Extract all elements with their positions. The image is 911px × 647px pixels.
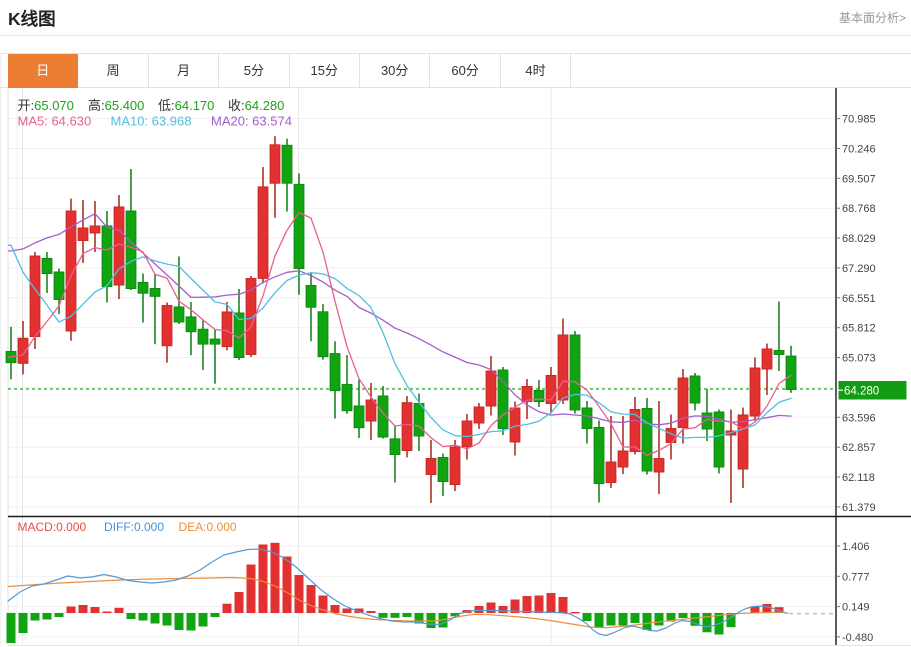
svg-text:-0.480: -0.480 [842, 632, 873, 644]
svg-text:70.246: 70.246 [842, 144, 876, 156]
svg-text:高:65.400: 高:65.400 [88, 98, 144, 113]
svg-text:63.596: 63.596 [842, 412, 876, 424]
svg-text:61.379: 61.379 [842, 502, 876, 514]
svg-text:0.149: 0.149 [842, 602, 870, 614]
svg-text:MA5: 64.630: MA5: 64.630 [18, 114, 92, 129]
svg-text:68.029: 68.029 [842, 233, 876, 245]
svg-text:开:65.070: 开:65.070 [18, 98, 74, 113]
svg-text:65.073: 65.073 [842, 353, 876, 365]
svg-text:1.406: 1.406 [842, 541, 870, 553]
svg-text:69.507: 69.507 [842, 173, 876, 185]
svg-text:MA10: 63.968: MA10: 63.968 [111, 114, 192, 129]
svg-text:低:64.170: 低:64.170 [158, 98, 214, 113]
svg-text:DIFF:0.000: DIFF:0.000 [104, 520, 164, 534]
svg-text:MACD:0.000: MACD:0.000 [18, 520, 87, 534]
svg-text:MA20: 63.574: MA20: 63.574 [211, 114, 292, 129]
svg-text:64.280: 64.280 [844, 386, 879, 398]
svg-text:70.985: 70.985 [842, 114, 876, 126]
svg-text:0.777: 0.777 [842, 571, 870, 583]
svg-text:收:64.280: 收:64.280 [228, 98, 284, 113]
svg-text:62.118: 62.118 [842, 472, 875, 484]
svg-text:68.768: 68.768 [842, 203, 876, 215]
svg-text:DEA:0.000: DEA:0.000 [179, 520, 237, 534]
svg-text:65.812: 65.812 [842, 323, 876, 335]
svg-text:66.551: 66.551 [842, 293, 876, 305]
svg-text:67.290: 67.290 [842, 263, 876, 275]
svg-text:62.857: 62.857 [842, 442, 876, 454]
